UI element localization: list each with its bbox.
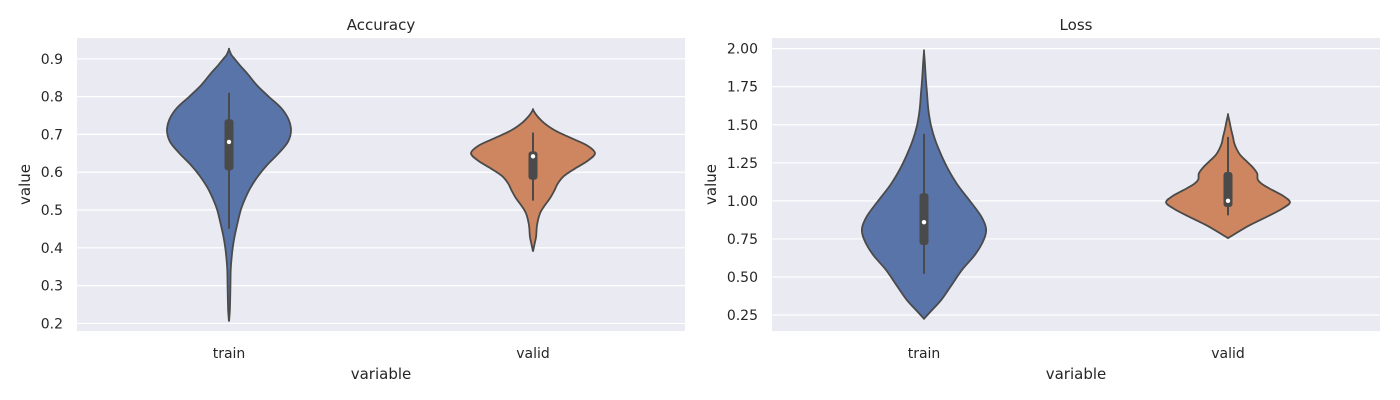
chart-title: Loss [1060,16,1093,34]
x-tick-label: train [908,346,941,362]
y-tick-label: 1.50 [727,118,758,134]
median-point-train [921,219,927,225]
subplot-accuracy: 0.2 0.3 0.4 0.5 0.6 0.7 0.8 0.9 train valid Accura… [16,16,685,383]
y-tick-label: 0.75 [727,232,758,248]
median-point-valid [1225,198,1231,204]
chart-title: Accuracy [347,16,416,34]
y-axis-label: value [702,164,720,205]
y-tick-label: 0.25 [727,308,758,324]
y-tick-label: 1.75 [727,80,758,96]
y-axis-label: value [16,164,34,205]
y-tick-label: 1.25 [727,156,758,172]
x-axis-label: variable [351,365,412,383]
x-tick-label: valid [1211,346,1245,362]
subplot-loss: 0.25 0.50 0.75 1.00 1.25 1.50 1.75 2.00 train val… [702,16,1380,383]
iqr-box-train [919,193,929,246]
y-tick-label: 0.5 [41,203,63,219]
y-tick-label: 2.00 [727,42,758,58]
x-axis-label: variable [1046,365,1107,383]
y-tick-label: 0.4 [41,241,63,257]
iqr-box-train [224,119,234,171]
y-tick-label: 0.3 [41,279,63,295]
median-point-valid [530,154,536,159]
median-point-train [226,139,232,145]
iqr-box-valid [1223,171,1233,207]
plot-background [77,38,685,331]
y-tick-label: 0.2 [41,316,63,332]
y-tick-label: 0.50 [727,270,758,286]
y-tick-label: 0.9 [41,52,63,68]
iqr-box-valid [528,151,538,180]
y-tick-label: 0.8 [41,90,63,106]
x-tick-label: train [213,346,246,362]
plot-background [772,38,1380,331]
y-tick-label: 0.6 [41,165,63,181]
x-tick-label: valid [516,346,550,362]
y-tick-label: 1.00 [727,194,758,210]
y-tick-label: 0.7 [41,127,63,143]
